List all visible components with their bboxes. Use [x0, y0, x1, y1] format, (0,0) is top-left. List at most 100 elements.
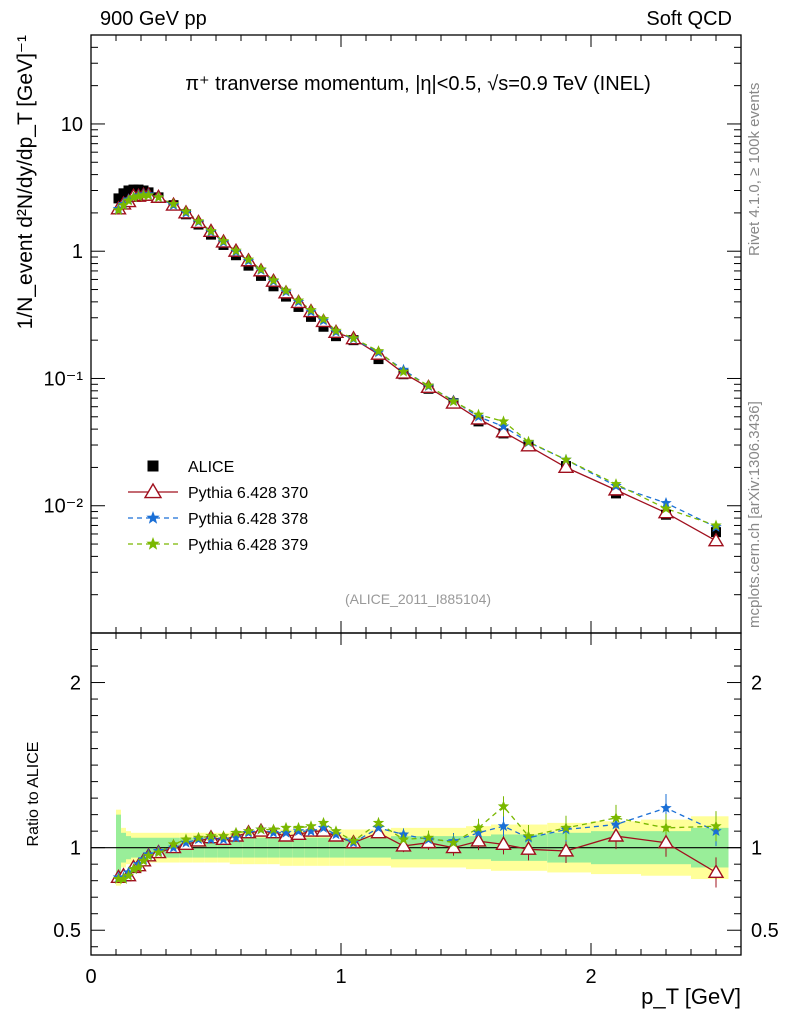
- data-point-s3-5: [137, 189, 150, 201]
- ratio-point-s3-18: [292, 821, 305, 833]
- ratio-point-s3-10: [192, 831, 205, 843]
- y-tick-label-ratio-left: 0.5: [53, 920, 81, 942]
- ratio-point-s2-21: [330, 828, 342, 840]
- data-point-s3-23: [372, 345, 385, 356]
- ratio-point-s1-26: [445, 839, 462, 854]
- main-panel-series: [110, 184, 725, 547]
- legend-marker-1: [143, 482, 163, 499]
- data-point-s3-20: [317, 313, 330, 324]
- x-tick-label: 2: [585, 966, 596, 988]
- ratio-point-s3-2: [122, 869, 135, 881]
- data-point-s2-28: [497, 420, 510, 432]
- ratio-point-s3-8: [167, 838, 180, 850]
- data-point-s3-33: [710, 519, 722, 531]
- ratio-frame: [90, 632, 742, 956]
- data-point-s3-11: [205, 225, 217, 236]
- ratio-line-1: [118, 807, 717, 879]
- mcplots-label: mcplots.cern.ch [arXiv:1306.3436]: [746, 401, 763, 628]
- ratio-point-s3-26: [447, 836, 460, 848]
- ratio-point-s3-5: [137, 854, 150, 866]
- data-point-s3-24: [397, 365, 410, 377]
- ratio-point-s3-9: [180, 833, 192, 845]
- axes: 0 1 2 10⁻² 10⁻¹ 1 10 0.5 0.5 1 1 2 2 p_T [GeV] 1/N_eve…: [14, 34, 779, 1009]
- data-point-s3-32: [660, 502, 672, 514]
- ratio-point-s3-32: [660, 821, 672, 833]
- ratio-point-s2-19: [305, 825, 317, 836]
- data-point-s3-31: [610, 478, 622, 489]
- ratio-point-s3-24: [397, 833, 410, 845]
- data-point-s3-13: [230, 244, 242, 256]
- ratio-point-s3-21: [330, 825, 342, 836]
- ratio-point-s2-18: [292, 825, 305, 836]
- data-point-s1-33: [707, 532, 725, 547]
- ratio-point-s2-11: [205, 833, 217, 845]
- ratio-point-s3-6: [142, 849, 155, 861]
- data-point-s3-4: [132, 190, 145, 202]
- data-point-s3-18: [292, 294, 305, 306]
- ratio-point-s1-31: [607, 827, 625, 842]
- data-point-s3-2: [122, 194, 135, 206]
- legend-label-3: Pythia 6.428 379: [188, 537, 308, 554]
- ratio-point-s1-30: [557, 842, 575, 857]
- data-point-s0-0: [113, 193, 124, 204]
- ratio-point-s1-28: [495, 835, 512, 850]
- ratio-point-s3-13: [230, 826, 242, 838]
- ratio-point-s2-23: [372, 821, 385, 833]
- y-tick-label-ratio-right: 1: [751, 838, 762, 860]
- data-point-s3-14: [242, 253, 255, 265]
- x-axis-label: p_T [GeV]: [641, 984, 741, 1009]
- y-tick-label-main: 10⁻²: [44, 496, 84, 518]
- y-tick-label-ratio-left: 2: [70, 673, 81, 695]
- y-tick-label-ratio-right: 2: [751, 673, 762, 695]
- rivet-version-label: Rivet 4.1.0, ≥ 100k events: [746, 82, 763, 256]
- y-tick-label-main: 10⁻¹: [44, 368, 84, 390]
- analysis-watermark: (ALICE_2011_I885104): [345, 591, 491, 607]
- ratio-point-s3-12: [217, 830, 230, 841]
- ratio-point-s3-30: [560, 821, 572, 833]
- header-right-label: Soft QCD: [646, 8, 732, 30]
- ratio-point-s3-23: [372, 816, 385, 828]
- data-point-s2-32: [660, 497, 672, 508]
- ratio-point-s3-4: [132, 861, 145, 873]
- data-point-s3-8: [167, 198, 180, 209]
- data-point-s3-6: [142, 189, 155, 201]
- ratio-point-s3-25: [422, 831, 435, 843]
- ratio-point-s3-15: [255, 823, 267, 835]
- ratio-point-s2-8: [167, 841, 180, 853]
- ratio-point-s2-20: [317, 821, 330, 833]
- ratio-point-s3-16: [267, 823, 280, 835]
- data-point-s3-10: [192, 215, 205, 227]
- ratio-point-s2-17: [280, 826, 292, 838]
- legend-label-0: ALICE: [188, 459, 234, 476]
- ratio-point-s3-3: [127, 863, 140, 874]
- legend-marker-3: [146, 537, 160, 550]
- x-tick-label: 1: [335, 966, 346, 988]
- data-point-s3-26: [447, 395, 460, 407]
- legend-marker-2: [146, 511, 160, 524]
- data-point-s3-28: [497, 415, 510, 427]
- data-point-s0-33: [711, 527, 721, 538]
- chart-title: π⁺ tranverse momentum, |η|<0.5, √s=0.9 T…: [185, 73, 651, 95]
- ratio-point-s3-22: [347, 835, 360, 846]
- ratio-point-s3-19: [305, 820, 317, 832]
- ratio-point-s2-16: [267, 826, 280, 838]
- data-point-s3-3: [127, 191, 140, 203]
- data-point-s1-31: [607, 481, 625, 496]
- ratio-point-s3-33: [710, 820, 722, 832]
- ratio-point-s3-11: [205, 830, 217, 841]
- y-tick-label-main: 1: [72, 241, 83, 263]
- ratio-point-s2-28: [497, 820, 510, 832]
- ratio-point-s3-20: [317, 816, 330, 828]
- data-point-s3-17: [280, 284, 292, 296]
- data-point-s3-9: [180, 205, 192, 217]
- ratio-point-s1-32: [657, 834, 675, 849]
- data-point-s3-30: [560, 453, 572, 465]
- data-point-s3-27: [472, 408, 485, 420]
- data-point-s3-21: [330, 324, 342, 336]
- data-point-s1-32: [657, 504, 675, 519]
- ratio-point-s3-1: [117, 873, 130, 884]
- ratio-point-s3-31: [610, 811, 622, 823]
- y-axis-label-ratio: Ratio to ALICE: [25, 742, 42, 847]
- ratio-point-s2-12: [217, 833, 230, 845]
